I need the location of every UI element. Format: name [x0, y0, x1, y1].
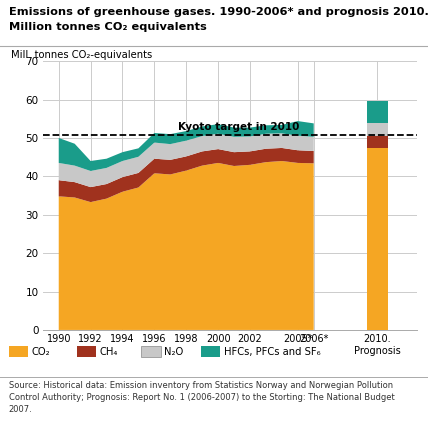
Text: CH₄: CH₄	[100, 347, 118, 357]
Bar	[367, 101, 388, 123]
Bar	[367, 136, 388, 148]
Text: HFCs, PFCs and SF₆: HFCs, PFCs and SF₆	[224, 347, 321, 357]
Text: Emissions of greenhouse gases. 1990-2006* and prognosis 2010.: Emissions of greenhouse gases. 1990-2006…	[9, 7, 428, 17]
Text: Kyoto target in 2010: Kyoto target in 2010	[178, 121, 300, 132]
Text: N₂O: N₂O	[164, 347, 183, 357]
Bar	[367, 148, 388, 330]
Text: CO₂: CO₂	[31, 347, 50, 357]
Text: Source: Historical data: Emission inventory from Statistics Norway and Norwegian: Source: Historical data: Emission invent…	[9, 381, 394, 414]
Text: Million tonnes CO₂ equivalents: Million tonnes CO₂ equivalents	[9, 22, 206, 32]
Bar	[367, 123, 388, 136]
Text: Mill. tonnes CO₂-equivalents: Mill. tonnes CO₂-equivalents	[11, 50, 152, 60]
